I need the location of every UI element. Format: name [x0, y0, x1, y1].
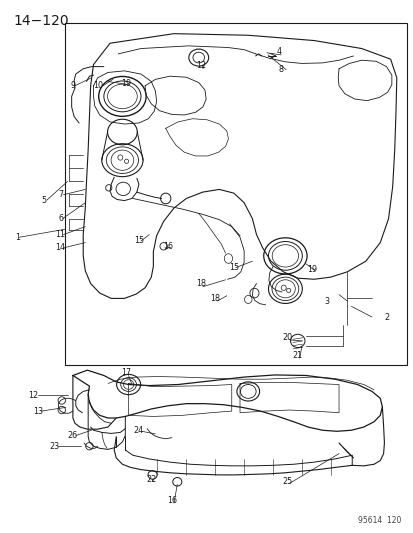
- Text: 13: 13: [33, 407, 43, 416]
- Text: 16: 16: [166, 496, 176, 505]
- Text: 26: 26: [68, 431, 78, 440]
- Text: 21: 21: [292, 351, 302, 360]
- Text: 12: 12: [195, 61, 205, 70]
- Text: 15: 15: [133, 237, 144, 246]
- Text: 17: 17: [121, 368, 131, 377]
- Text: 7: 7: [58, 190, 63, 199]
- Text: 20: 20: [282, 333, 292, 342]
- Text: 23: 23: [49, 442, 59, 451]
- Text: 1: 1: [15, 233, 20, 242]
- Text: 4: 4: [276, 47, 281, 55]
- Text: 24: 24: [133, 426, 144, 435]
- Text: 9: 9: [70, 81, 75, 90]
- Text: 14: 14: [55, 244, 65, 253]
- Text: 10: 10: [93, 81, 102, 90]
- Text: 16: 16: [162, 242, 172, 251]
- Text: 8: 8: [278, 66, 283, 74]
- Text: 22: 22: [146, 475, 156, 483]
- Text: 6: 6: [58, 214, 63, 223]
- Text: 19: 19: [121, 78, 131, 87]
- Text: 14−120: 14−120: [13, 14, 69, 28]
- Text: 15: 15: [228, 263, 238, 272]
- Bar: [64, 23, 406, 365]
- Text: 5: 5: [41, 196, 47, 205]
- Text: 11: 11: [55, 230, 65, 239]
- Text: 18: 18: [210, 294, 220, 303]
- Text: 18: 18: [195, 279, 205, 288]
- Text: 25: 25: [282, 477, 292, 486]
- Text: 12: 12: [28, 391, 39, 400]
- Text: 95614  120: 95614 120: [357, 516, 400, 525]
- Text: 2: 2: [383, 312, 388, 321]
- Text: 3: 3: [323, 296, 328, 305]
- Text: 19: 19: [306, 265, 316, 274]
